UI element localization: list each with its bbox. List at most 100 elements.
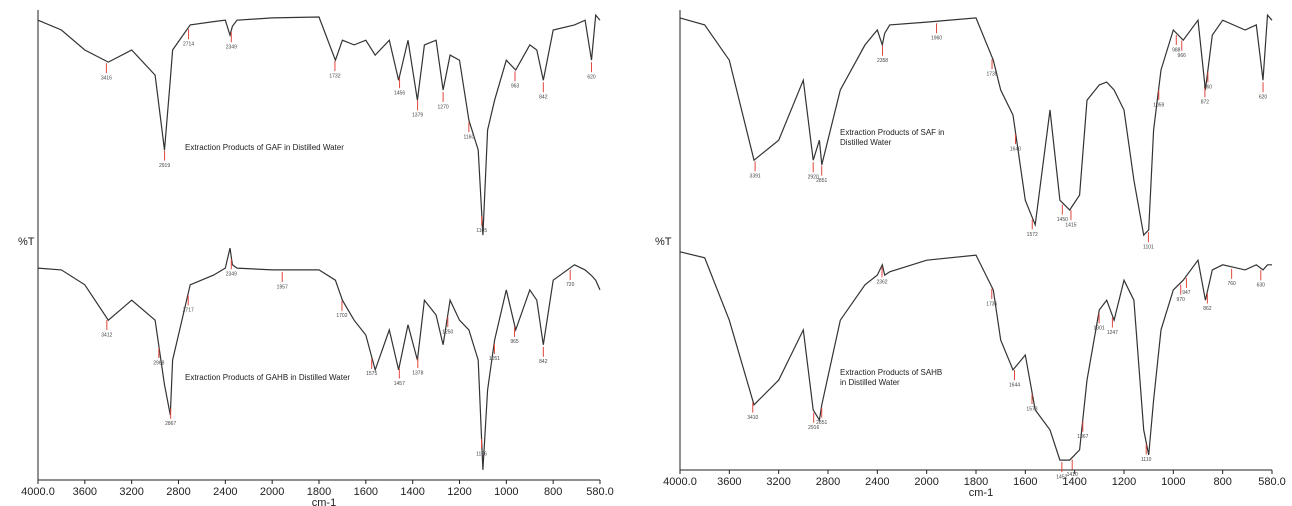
peak-label: 2358 — [877, 58, 888, 64]
peak-label: 1247 — [1107, 330, 1118, 336]
x-tick-label: 1400 — [1062, 476, 1086, 488]
y-axis-label: %T — [18, 236, 35, 248]
peak-label: 842 — [539, 95, 548, 101]
x-tick-label: 1600 — [354, 486, 378, 498]
peak-label: 1452 — [1056, 474, 1067, 480]
x-tick-label: 1800 — [307, 486, 331, 498]
peak-label: 860 — [1204, 85, 1213, 91]
x-axis-label: cm-1 — [312, 497, 336, 506]
peak-label: 760 — [1227, 281, 1236, 287]
series-label: Extraction Products of GAF in Distilled … — [185, 143, 344, 152]
x-tick-label: 1400 — [400, 486, 424, 498]
spectrum-line — [37, 13, 601, 236]
x-tick-label: 3600 — [73, 486, 97, 498]
peak-label: 1735 — [986, 72, 997, 78]
x-tick-label: 3200 — [766, 476, 790, 488]
peak-label: 970 — [1177, 297, 1186, 303]
peak-label: 1456 — [394, 91, 405, 97]
x-tick-label: 3200 — [119, 486, 143, 498]
peak-label: 2349 — [226, 272, 237, 278]
x-tick-label: 1200 — [447, 486, 471, 498]
x-tick-label: 2800 — [166, 486, 190, 498]
peak-label: 2968 — [153, 360, 164, 366]
peak-label: 2920 — [808, 175, 819, 181]
x-tick-label: 4000.0 — [663, 476, 697, 488]
peak-label: 1450 — [1057, 217, 1068, 223]
peak-label: 1573 — [1026, 406, 1037, 412]
x-tick-label: 580.0 — [586, 486, 614, 498]
peak-label: 1270 — [438, 104, 449, 110]
peak-label: 862 — [1203, 306, 1212, 312]
x-tick-label: 2000 — [260, 486, 284, 498]
peak-label: 1110 — [1141, 457, 1152, 463]
x-tick-label: 2400 — [865, 476, 889, 488]
peak-label: 966 — [1178, 53, 1187, 59]
peak-label: 620 — [587, 75, 596, 81]
peak-label: 1059 — [1153, 102, 1164, 108]
peak-label: 1957 — [277, 284, 288, 290]
x-tick-label: 800 — [1213, 476, 1231, 488]
x-tick-label: 580.0 — [1258, 476, 1286, 488]
peak-label: 1106 — [476, 451, 487, 457]
peak-label: 620 — [1259, 95, 1268, 101]
peak-label: 2867 — [165, 421, 176, 427]
peak-label: 963 — [511, 84, 520, 90]
peak-label: 2916 — [808, 425, 819, 431]
peak-label: 1644 — [1009, 382, 1020, 388]
series-label: Extraction Products of SAHB in Distilled… — [840, 368, 943, 387]
peak-label: 1160 — [463, 135, 474, 141]
peak-label: 2717 — [183, 308, 194, 314]
peak-label: 1051 — [489, 356, 500, 362]
x-tick-label: 4000.0 — [21, 486, 55, 498]
peak-label: 2714 — [183, 42, 194, 48]
peak-label: 1415 — [1065, 222, 1076, 228]
peak-label: 1732 — [329, 73, 340, 79]
peak-label: 1367 — [1077, 434, 1088, 440]
peak-label: 1410 — [1067, 472, 1078, 478]
peak-label: 630 — [1257, 283, 1266, 289]
x-tick-label: 3600 — [717, 476, 741, 488]
peak-label: 3412 — [101, 332, 112, 338]
peak-label: 3391 — [750, 174, 761, 180]
peak-label: 2362 — [876, 280, 887, 286]
peak-label: 988 — [1172, 47, 1181, 53]
peak-label: 1702 — [336, 313, 347, 319]
peak-label: 1736 — [986, 301, 997, 307]
spectrum-line — [679, 251, 1272, 461]
peak-label: 720 — [566, 282, 575, 288]
peak-label: 965 — [510, 339, 519, 345]
x-tick-label: 800 — [544, 486, 562, 498]
peak-label: 1250 — [442, 329, 453, 335]
peak-label: 842 — [539, 359, 548, 365]
peak-label: 1301 — [1094, 326, 1105, 332]
peak-label: 1378 — [412, 370, 423, 376]
x-tick-label: 2800 — [816, 476, 840, 488]
x-tick-label: 1800 — [964, 476, 988, 488]
x-tick-label: 1000 — [1161, 476, 1185, 488]
spectrum-line — [37, 247, 601, 470]
peak-label: 1640 — [1010, 146, 1021, 152]
peak-label: 2919 — [159, 163, 170, 169]
x-tick-label: 2000 — [914, 476, 938, 488]
peak-label: 1960 — [931, 36, 942, 42]
y-axis-label: %T — [655, 236, 672, 248]
peak-label: 3416 — [101, 75, 112, 81]
peak-label: 2851 — [816, 178, 827, 184]
x-tick-label: 2400 — [213, 486, 237, 498]
peak-label: 1575 — [366, 371, 377, 377]
x-tick-label: 1000 — [494, 486, 518, 498]
peak-label: 947 — [1182, 290, 1191, 296]
spectrum-line — [679, 13, 1273, 237]
peak-label: 1379 — [412, 113, 423, 119]
peak-label: 2851 — [816, 420, 827, 426]
series-label: Extraction Products of GAHB in Distilled… — [185, 373, 351, 382]
peak-label: 2349 — [226, 45, 237, 51]
peak-label: 1572 — [1027, 232, 1038, 238]
peak-label: 1101 — [1143, 245, 1154, 251]
x-axis-label: cm-1 — [969, 487, 993, 499]
x-tick-label: 1600 — [1013, 476, 1037, 488]
peak-label: 1457 — [394, 381, 405, 387]
peak-label: 1105 — [476, 228, 487, 234]
